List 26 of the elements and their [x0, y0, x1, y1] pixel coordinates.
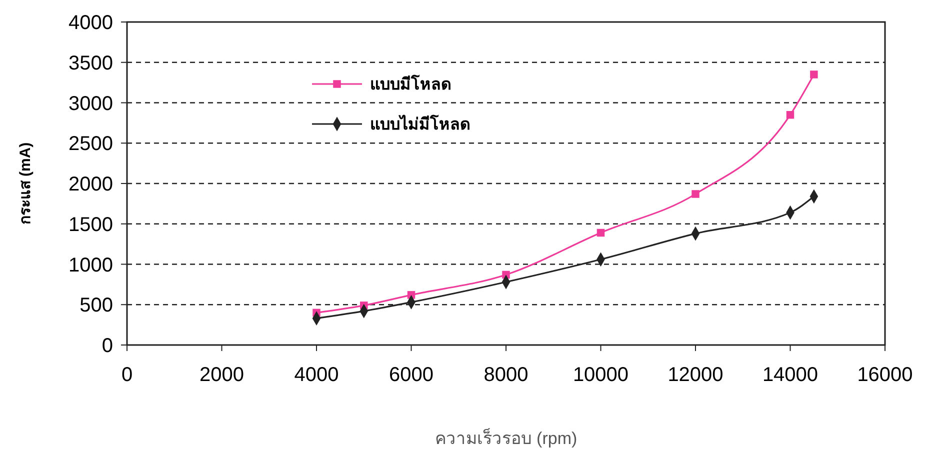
- y-tick-label: 2500: [68, 133, 113, 156]
- x-tick-label: 14000: [762, 364, 818, 386]
- point: [786, 110, 794, 119]
- y-tick-label: 3000: [68, 92, 113, 115]
- x-tick-label: 8000: [484, 364, 528, 386]
- x-axis-title: ความเร็วรอบ (rpm): [434, 427, 578, 448]
- y-tick-label: 500: [80, 294, 113, 317]
- y-axis-title: กระแส (mA): [17, 142, 34, 225]
- y-tick-label: 2000: [68, 174, 113, 196]
- x-tick-label: 0: [121, 364, 133, 386]
- x-tick-label: 12000: [668, 364, 724, 386]
- x-tick-label: 16000: [857, 364, 913, 386]
- y-tick-label: 1500: [68, 214, 113, 236]
- legend-label: แบบไม่มีโหลด: [370, 114, 470, 134]
- point: [810, 70, 818, 78]
- x-tick-label: 4000: [294, 364, 339, 386]
- y-tick-label: 1000: [68, 254, 113, 276]
- y-tick-label: 3500: [68, 52, 113, 74]
- y-tick-label: 4000: [68, 12, 113, 34]
- point: [692, 190, 700, 198]
- x-tick-label: 2000: [200, 364, 244, 386]
- y-tick-label: 0: [102, 335, 113, 357]
- x-tick-label: 6000: [389, 364, 434, 386]
- point: [596, 228, 605, 237]
- legend-label: แบบมีโหลด: [370, 74, 451, 94]
- x-tick-label: 10000: [572, 364, 629, 386]
